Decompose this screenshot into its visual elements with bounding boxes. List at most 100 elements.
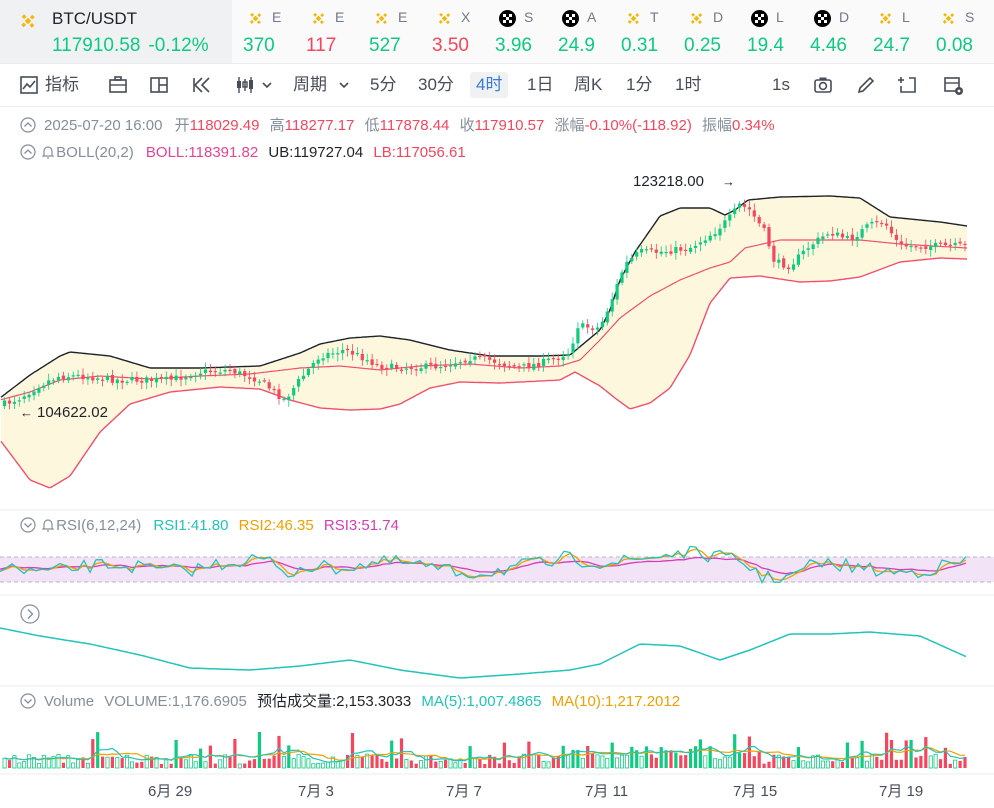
volume-ma5: MA(5):1,007.4865: [421, 693, 542, 710]
ticker-item[interactable]: S 0.08: [925, 0, 985, 63]
pencil-icon[interactable]: [855, 74, 877, 96]
camera-icon[interactable]: [812, 74, 834, 96]
expand-indicator[interactable]: [20, 604, 40, 629]
volume-bar: [346, 755, 350, 768]
open-label: 开: [174, 117, 190, 134]
interval-1m[interactable]: 1分: [626, 75, 653, 94]
chevron-down-icon[interactable]: [20, 693, 36, 709]
candle: [591, 328, 595, 330]
volume-ma10: MA(10):1,217.2012: [551, 693, 681, 710]
candle: [189, 377, 193, 379]
volume-bar: [541, 761, 546, 769]
ticker-item[interactable]: L 19.4: [736, 0, 796, 63]
volume-bar: [154, 756, 159, 769]
candle: [689, 247, 693, 252]
close-value: 117910.57: [474, 117, 545, 134]
period-dropdown[interactable]: 周期: [293, 75, 327, 94]
candle: [620, 272, 624, 283]
ticker-item[interactable]: T 0.31: [610, 0, 670, 63]
candle: [458, 362, 462, 364]
boll-name: BOLL(20,2): [56, 144, 134, 161]
interval-1w[interactable]: 周K: [574, 75, 603, 94]
volume-bar: [649, 754, 653, 768]
add-window-icon[interactable]: [897, 74, 919, 96]
ticker-item[interactable]: D 4.46: [799, 0, 859, 63]
interval-4h[interactable]: 4时: [470, 72, 509, 98]
volume-bar: [350, 733, 355, 768]
bell-icon[interactable]: [40, 517, 56, 533]
interval-1h[interactable]: 1时: [675, 75, 702, 94]
volume-bar: [659, 747, 663, 768]
volume-bar: [257, 732, 261, 768]
candle: [816, 237, 820, 244]
ticker-bar: BTC/USDT 117910.58 -0.12% E 370 E 117 E 527 X 3.…: [0, 0, 994, 64]
candle: [649, 248, 653, 250]
volume-bar: [708, 746, 712, 768]
candle: [943, 242, 947, 246]
volume-bar: [595, 754, 600, 769]
volume-bar: [129, 761, 134, 769]
candle: [61, 375, 65, 379]
candle: [267, 382, 271, 389]
volume-bar: [61, 762, 65, 768]
chevron-right-icon[interactable]: [20, 604, 40, 624]
ticker-item[interactable]: S 3.96: [484, 0, 544, 63]
volume-bar: [537, 755, 541, 768]
indicator-icon[interactable]: [18, 74, 40, 96]
briefcase-icon[interactable]: [107, 74, 129, 96]
ticker-item[interactable]: A 24.9: [547, 0, 607, 63]
close-label: 收: [459, 117, 475, 134]
volume-bar: [840, 762, 845, 768]
chevron-up-icon[interactable]: [20, 144, 36, 160]
candle: [66, 377, 70, 381]
ohlc-info: 2025-07-20 16:00 开118029.49 高118277.17 低…: [20, 114, 775, 135]
volume-bar: [580, 757, 585, 769]
candle: [336, 353, 340, 355]
interval-30m[interactable]: 30分: [418, 75, 454, 94]
candle: [556, 358, 560, 360]
interval-5m[interactable]: 5分: [370, 75, 397, 94]
candle: [468, 361, 472, 364]
candle: [777, 259, 781, 263]
candle: [110, 375, 114, 383]
interval-1d[interactable]: 1日: [527, 75, 554, 94]
ticker-item[interactable]: X 3.50: [421, 0, 481, 63]
chevron-down-icon[interactable]: [260, 74, 274, 96]
volume-bar: [889, 739, 894, 768]
volume-bar: [684, 755, 688, 768]
indicators-button[interactable]: 指标: [45, 75, 79, 94]
candle: [958, 241, 962, 244]
chevron-down-icon[interactable]: [337, 74, 351, 96]
candle: [91, 377, 95, 381]
volume-bar: [693, 746, 698, 768]
chevron-down-icon[interactable]: [20, 517, 36, 533]
ticker-item[interactable]: E 370: [232, 0, 292, 63]
refresh-speed[interactable]: 1s: [772, 75, 790, 94]
main-ticker-btc[interactable]: BTC/USDT 117910.58 -0.12%: [0, 0, 232, 63]
volume-bar: [787, 756, 791, 768]
volume-bar: [919, 755, 923, 768]
candle: [860, 229, 864, 238]
volume-bar: [414, 763, 418, 768]
volume-bar: [801, 760, 806, 769]
volume-bar: [639, 755, 644, 769]
candle: [914, 246, 918, 248]
volume-bar: [36, 762, 41, 769]
volume-bar: [385, 761, 389, 768]
candle: [12, 401, 16, 404]
layout-icon[interactable]: [148, 74, 170, 96]
ticker-item[interactable]: E 527: [358, 0, 418, 63]
bell-icon[interactable]: [40, 144, 56, 160]
chevron-up-icon[interactable]: [20, 117, 36, 133]
amplitude-value: 0.34%: [732, 117, 775, 134]
volume-bar: [615, 757, 620, 769]
candle: [566, 353, 570, 357]
settings-icon[interactable]: [942, 74, 964, 96]
volume-bar: [438, 761, 443, 769]
replay-icon[interactable]: [191, 74, 213, 96]
ticker-item[interactable]: D 0.25: [673, 0, 733, 63]
ticker-item[interactable]: L 24.7: [862, 0, 922, 63]
ticker-item[interactable]: E 117: [295, 0, 355, 63]
candle: [218, 372, 222, 374]
candlestick-type-icon[interactable]: [234, 74, 256, 96]
